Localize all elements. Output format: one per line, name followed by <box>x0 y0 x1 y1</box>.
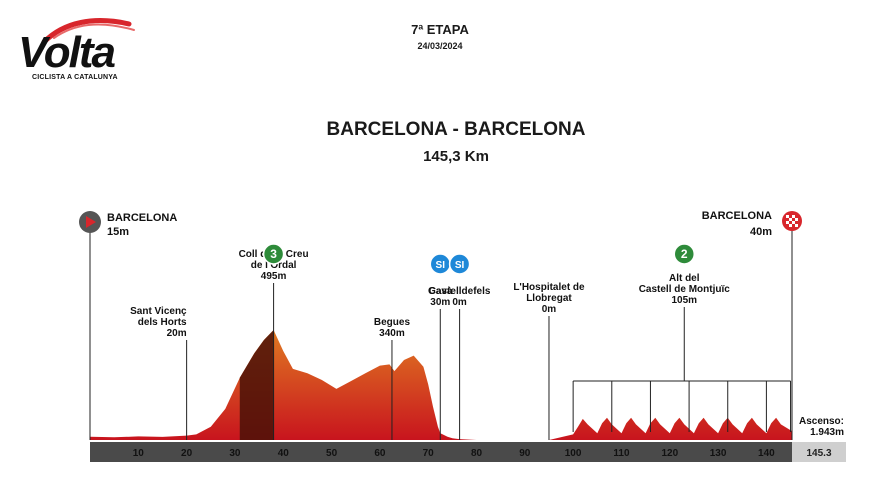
climb-category-icon <box>673 243 696 265</box>
annotation-text: 340m <box>379 328 405 339</box>
sprint-icon <box>448 253 471 275</box>
annotation-text: Sant Vicenç <box>130 306 187 317</box>
badge-label: SI <box>436 260 446 271</box>
axis-tick-label: 140 <box>758 448 775 459</box>
route-distance: 145,3 Km <box>423 148 489 165</box>
axis-tick-label: 60 <box>374 448 386 459</box>
stage-title: 7ª ETAPA <box>411 22 469 37</box>
volta-logo: Volta CICLISTA A CATALUNYA <box>18 14 148 84</box>
finish-marker: BARCELONA 40m <box>702 210 802 440</box>
axis-tick-label: 30 <box>229 448 241 459</box>
annotation-text: Llobregat <box>526 293 572 304</box>
badge-label: SI <box>455 260 465 271</box>
logo-swoosh-icon <box>41 18 135 44</box>
total-distance-box <box>792 442 846 462</box>
annotation-text: 105m <box>671 295 697 306</box>
annotation-text: 0m <box>542 304 557 315</box>
stage-date: 24/03/2024 <box>417 41 463 51</box>
circuit-bracket <box>572 380 792 432</box>
annotation-text: dels Horts <box>138 317 187 328</box>
ascent-label: Ascenso: <box>799 416 844 427</box>
annotation-text: Castelldefels <box>429 286 491 297</box>
annotation-text: de l'Ordal <box>251 260 297 271</box>
distance-axis-bar <box>90 442 792 462</box>
route-title: BARCELONA - BARCELONA <box>326 119 586 140</box>
finish-name: BARCELONA <box>702 210 772 222</box>
climb-category-icon <box>262 243 285 265</box>
annotation-text: L'Hospitalet de <box>513 282 585 293</box>
axis-tick-label: 120 <box>661 448 678 459</box>
annotation-text: 495m <box>261 271 287 282</box>
axis-tick-label: 110 <box>613 448 630 459</box>
badge-label: 3 <box>270 247 277 261</box>
start-marker: BARCELONA 15m <box>79 211 177 440</box>
annotation-text: Castell de Montjuïc <box>639 284 731 295</box>
start-altitude: 15m <box>107 226 129 238</box>
annotation-text: 20m <box>167 328 187 339</box>
axis-tick-label: 10 <box>133 448 145 459</box>
total-distance: 145.3 <box>806 448 831 459</box>
axis-tick-label: 40 <box>278 448 290 459</box>
finish-altitude: 40m <box>750 226 772 238</box>
logo-wordmark: Volta <box>18 28 116 77</box>
axis-tick-label: 20 <box>181 448 193 459</box>
logo-subtitle: CICLISTA A CATALUNYA <box>32 74 118 81</box>
annotation-text: Gavà <box>428 286 453 297</box>
axis-tick-label: 90 <box>519 448 531 459</box>
annotation-text: 0m <box>452 297 467 308</box>
climb-shade <box>239 330 274 440</box>
annotation-text: Alt del <box>669 273 700 284</box>
elevation-area <box>90 330 792 440</box>
axis-tick-label: 50 <box>326 448 338 459</box>
annotation-text: Begues <box>374 317 411 328</box>
badge-label: 2 <box>681 247 688 261</box>
start-name: BARCELONA <box>107 212 177 224</box>
axis-tick-label: 80 <box>471 448 483 459</box>
axis-tick-label: 100 <box>565 448 582 459</box>
ascent-value: 1.943m <box>810 427 844 438</box>
axis-tick-label: 70 <box>423 448 435 459</box>
axis-tick-label: 130 <box>710 448 727 459</box>
annotation-text: 30m <box>430 297 450 308</box>
